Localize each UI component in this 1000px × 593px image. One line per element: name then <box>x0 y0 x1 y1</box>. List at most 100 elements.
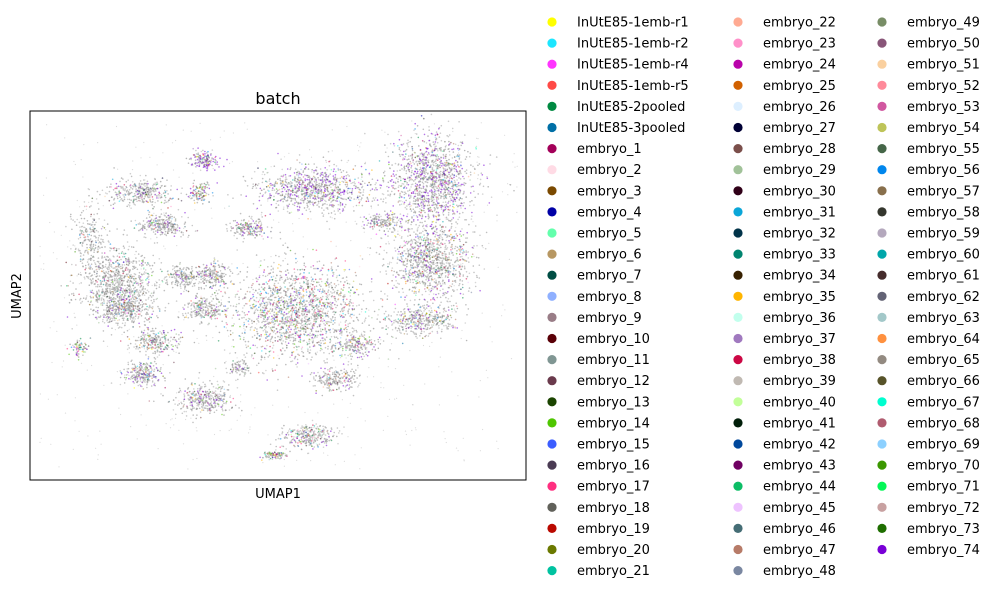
data-point <box>435 293 437 296</box>
data-point <box>319 310 322 313</box>
data-point <box>413 238 416 241</box>
data-point <box>303 339 306 342</box>
data-point <box>325 307 328 310</box>
data-point <box>452 200 455 202</box>
data-point <box>444 196 447 199</box>
data-point <box>255 308 258 310</box>
data-point <box>317 194 319 197</box>
data-point <box>310 372 313 374</box>
data-point <box>346 328 348 331</box>
data-point <box>291 298 293 300</box>
data-point <box>418 145 420 147</box>
data-point <box>435 279 437 282</box>
data-point <box>427 278 430 280</box>
data-point <box>327 212 330 215</box>
data-point <box>332 323 334 326</box>
data-point <box>391 164 393 166</box>
data-point <box>294 180 296 182</box>
data-point <box>471 215 473 217</box>
data-point <box>274 319 276 322</box>
data-point <box>464 259 466 262</box>
data-point <box>275 254 277 257</box>
data-point <box>275 180 277 183</box>
data-point <box>345 181 347 184</box>
data-point <box>409 234 412 237</box>
data-point <box>442 178 445 181</box>
data-point <box>453 162 456 164</box>
data-point <box>253 329 255 332</box>
data-point <box>359 255 362 257</box>
data-point <box>402 264 405 266</box>
data-point <box>297 196 300 199</box>
data-point <box>315 190 317 193</box>
data-point <box>283 323 286 325</box>
data-point <box>255 187 258 189</box>
data-point <box>418 175 420 177</box>
data-point <box>296 178 299 181</box>
data-point <box>446 246 449 249</box>
data-point <box>331 193 334 195</box>
data-point <box>238 335 241 337</box>
data-point <box>436 255 439 258</box>
data-point <box>441 272 444 275</box>
data-point <box>251 177 253 180</box>
data-point <box>444 189 446 191</box>
data-point <box>331 205 333 208</box>
data-point <box>304 196 306 198</box>
data-point <box>275 312 278 314</box>
data-point <box>403 203 405 205</box>
data-point <box>291 354 293 357</box>
data-point <box>291 282 294 285</box>
data-point <box>337 203 340 206</box>
data-point <box>456 276 458 279</box>
data-point <box>322 156 325 158</box>
data-point <box>414 170 416 173</box>
data-point <box>284 184 286 186</box>
data-point <box>405 199 407 202</box>
data-point <box>411 155 414 158</box>
data-point <box>447 135 450 138</box>
data-point <box>421 195 424 198</box>
data-point <box>265 330 267 332</box>
data-point <box>420 191 423 194</box>
data-point <box>306 313 308 316</box>
data-point <box>395 279 398 282</box>
data-point <box>396 256 399 259</box>
data-point <box>231 325 233 327</box>
data-point <box>473 190 475 193</box>
data-point <box>415 176 417 179</box>
data-point <box>395 174 397 176</box>
data-point <box>285 294 287 296</box>
data-point <box>373 199 376 201</box>
data-point <box>301 346 304 349</box>
data-point <box>404 191 406 193</box>
data-point <box>357 177 360 179</box>
data-point <box>252 183 254 185</box>
data-point <box>453 275 456 277</box>
data-point <box>353 210 355 212</box>
data-point <box>447 186 450 189</box>
data-point <box>347 174 349 176</box>
data-point <box>415 290 417 293</box>
data-point <box>332 184 335 186</box>
data-point <box>354 165 357 167</box>
data-point <box>344 183 347 186</box>
data-point <box>338 322 341 325</box>
data-point <box>400 255 403 258</box>
data-point <box>461 197 463 200</box>
data-point <box>408 271 411 273</box>
data-point <box>403 158 406 160</box>
data-point <box>328 286 330 288</box>
data-point <box>438 194 441 196</box>
data-point <box>445 177 448 179</box>
data-point <box>436 189 438 192</box>
data-point <box>449 182 451 184</box>
data-point <box>445 216 448 219</box>
data-point <box>430 132 433 135</box>
data-point <box>432 154 434 156</box>
data-point <box>338 193 341 195</box>
data-point <box>417 245 420 248</box>
data-point <box>467 281 470 284</box>
data-point <box>329 331 332 334</box>
data-point <box>325 159 327 162</box>
